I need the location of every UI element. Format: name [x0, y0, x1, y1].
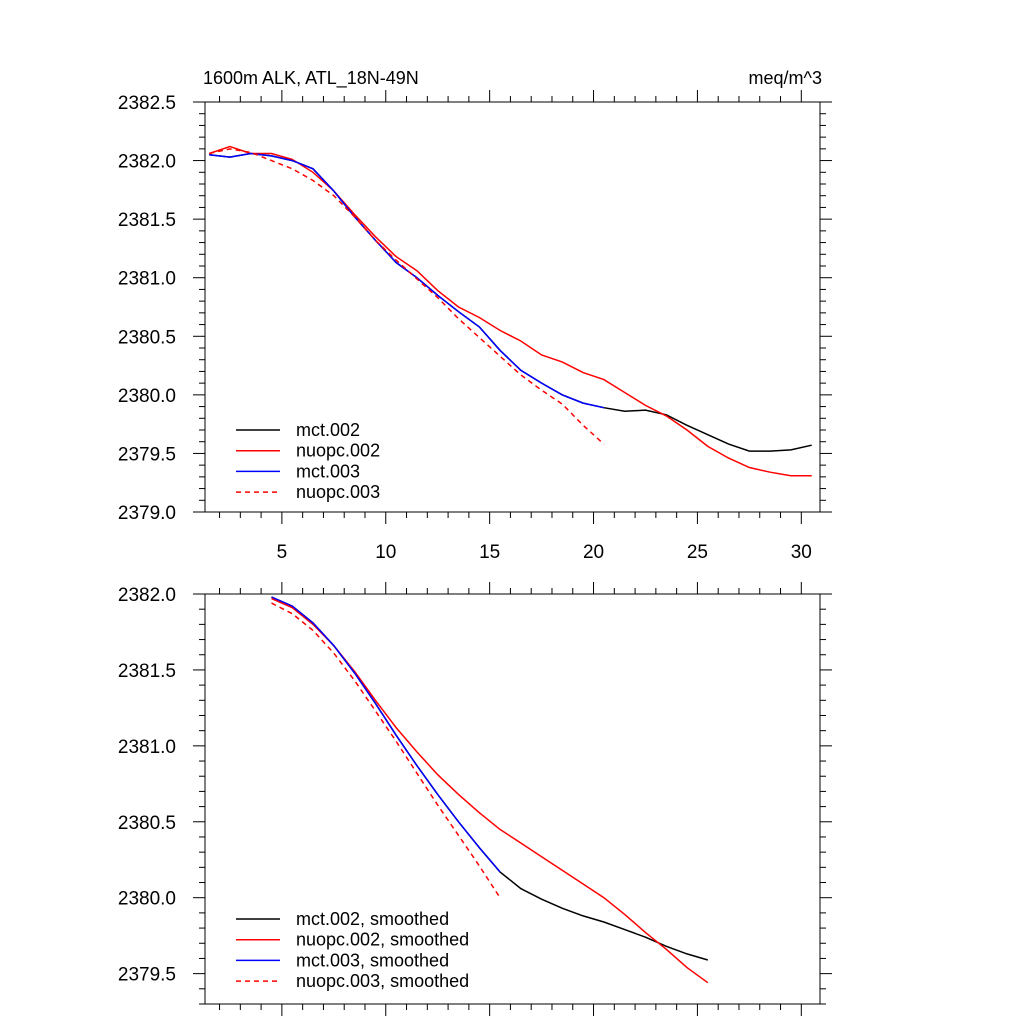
series-line [209, 152, 812, 452]
x-tick-label: 25 [687, 542, 708, 563]
legend-label: nuopc.003, smoothed [296, 971, 469, 991]
y-tick-label: 2382.5 [118, 93, 176, 114]
series-line [209, 152, 605, 409]
legend-label: nuopc.002 [296, 441, 380, 461]
series-line [208, 145, 812, 477]
x-tick-label: 20 [583, 542, 604, 563]
series-line [271, 602, 501, 899]
series-line [271, 596, 709, 961]
units-label: meq/m^3 [749, 68, 822, 88]
y-tick-label: 2379.5 [118, 965, 176, 986]
y-tick-label: 2380.0 [118, 889, 176, 910]
legend-label: nuopc.002, smoothed [296, 930, 469, 950]
legend-label: nuopc.003 [296, 482, 380, 502]
y-tick-label: 2381.5 [118, 661, 176, 682]
x-tick-label: 15 [479, 542, 500, 563]
plot-frame [204, 101, 821, 513]
y-tick-label: 2381.5 [118, 210, 176, 231]
x-tick-label: 5 [277, 542, 288, 563]
bottom-panel: 2379.5 2380.0 2380.5 2381.0 2381.5 2382.0 mct.… [118, 582, 832, 1016]
y-tick-label: 2379.0 [118, 503, 176, 524]
legend-label: mct.002 [296, 420, 360, 440]
series-line [271, 596, 501, 873]
x-tick-label: 30 [791, 542, 812, 563]
y-tick-label: 2382.0 [118, 152, 176, 173]
legend-label: mct.003, smoothed [296, 950, 449, 970]
top-panel: 1600m ALK, ATL_18N-49N meq/m^3 5 10 15 20 25… [118, 68, 832, 563]
legend-label: mct.002, smoothed [296, 909, 449, 929]
y-tick-label: 2380.5 [118, 327, 176, 348]
y-tick-label: 2379.5 [118, 444, 176, 465]
plot-frame [204, 593, 821, 1005]
x-tick-label: 10 [375, 542, 396, 563]
y-tick-label: 2382.0 [118, 585, 176, 606]
series-line [209, 148, 605, 445]
chart-title: 1600m ALK, ATL_18N-49N [203, 68, 419, 89]
y-tick-label: 2380.5 [118, 813, 176, 834]
y-tick-label: 2381.0 [118, 737, 176, 758]
y-tick-label: 2381.0 [118, 269, 176, 290]
y-tick-label: 2380.0 [118, 386, 176, 407]
legend-label: mct.003 [296, 461, 360, 481]
